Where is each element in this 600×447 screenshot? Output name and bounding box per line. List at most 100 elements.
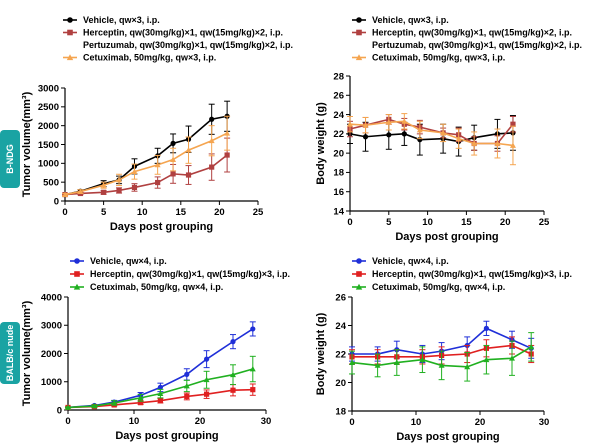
legend-label: Pertuzumab, qw(30mg/kg)×1, qw(15mg/kg)×2… bbox=[372, 40, 582, 50]
legend-label: Cetuximab, 50mg/kg, qw×3, i.p. bbox=[83, 53, 216, 63]
data-point bbox=[155, 179, 161, 186]
y-tick-label: 28 bbox=[333, 71, 344, 82]
data-point bbox=[116, 176, 123, 183]
y-tick-label: 2500 bbox=[38, 102, 59, 113]
legend-swatch-marker bbox=[73, 283, 81, 290]
data-point bbox=[483, 356, 490, 363]
series-line bbox=[349, 132, 514, 143]
data-point bbox=[362, 122, 369, 128]
x-tick-label: 5 bbox=[386, 217, 392, 228]
data-point bbox=[250, 387, 256, 393]
data-point bbox=[170, 171, 176, 177]
data-point bbox=[416, 127, 423, 133]
y-tick-label: 14 bbox=[333, 206, 344, 217]
data-point bbox=[204, 391, 210, 397]
legend-label: Vehicle, qw×4, i.p. bbox=[90, 256, 167, 266]
data-point bbox=[65, 404, 71, 410]
data-point bbox=[509, 355, 515, 361]
group-badge-balbc-label: BALB/c nude bbox=[5, 325, 15, 382]
x-axis-label: Days post grouping bbox=[395, 231, 498, 243]
data-point bbox=[528, 343, 535, 350]
y-tick-label: 20 bbox=[333, 148, 344, 159]
x-tick-label: 5 bbox=[101, 207, 107, 218]
y-tick-label: 26 bbox=[333, 91, 344, 102]
legend-label: Vehicle, qw×4, i.p. bbox=[372, 256, 449, 266]
data-point bbox=[464, 363, 471, 370]
y-tick-label: 26 bbox=[335, 292, 346, 303]
x-tick-label: 0 bbox=[347, 217, 352, 228]
legend-label: Herceptin, qw(30mg/kg)×1, qw(15mg/kg)×3,… bbox=[90, 269, 290, 279]
legend-label: Vehicle, qw×3, i.p. bbox=[83, 15, 160, 25]
data-point bbox=[438, 362, 445, 368]
data-point bbox=[131, 184, 138, 191]
data-point bbox=[204, 356, 210, 362]
data-point bbox=[393, 359, 400, 365]
series-2 bbox=[347, 113, 516, 166]
series-2 bbox=[65, 355, 256, 410]
legend-label: Vehicle, qw×3, i.p. bbox=[372, 15, 449, 25]
legend-swatch-marker bbox=[66, 54, 74, 61]
data-point bbox=[374, 362, 381, 368]
legend-label: Cetuximab, 50mg/kg, qw×4, i.p. bbox=[372, 282, 505, 292]
x-tick-label: 10 bbox=[411, 417, 422, 428]
data-point bbox=[170, 140, 176, 146]
y-axis-label: Tumor volume(mm³) bbox=[21, 300, 33, 406]
data-point bbox=[494, 140, 501, 146]
data-point bbox=[349, 359, 355, 365]
x-tick-label: 20 bbox=[214, 207, 225, 218]
legend-swatch-marker bbox=[67, 17, 73, 23]
x-tick-label: 10 bbox=[422, 217, 433, 228]
data-point bbox=[401, 118, 408, 124]
data-point bbox=[101, 189, 107, 195]
data-point bbox=[184, 371, 190, 378]
x-tick-label: 0 bbox=[349, 417, 354, 428]
data-point bbox=[157, 398, 163, 404]
x-tick-label: 25 bbox=[253, 207, 264, 218]
panel-bndg-tumor-volume: 0 500 1000 1500 2000 2500 3000 0 5 10 15 20 25 Days p… bbox=[21, 15, 293, 233]
data-point bbox=[509, 142, 516, 148]
legend-label: Herceptin, qw(30mg/kg)×1, qw(15mg/kg)×3,… bbox=[372, 269, 572, 279]
data-point bbox=[249, 366, 256, 372]
series-0 bbox=[62, 100, 231, 198]
y-axis-label: Body weight (g) bbox=[315, 102, 327, 185]
y-tick-label: 3000 bbox=[38, 83, 59, 94]
data-point bbox=[483, 325, 489, 331]
data-point bbox=[209, 164, 215, 170]
x-tick-label: 10 bbox=[129, 416, 140, 427]
data-point bbox=[185, 147, 192, 153]
x-axis-label: Days post grouping bbox=[115, 430, 218, 442]
y-tick-label: 16 bbox=[333, 187, 344, 198]
y-axis-label: Body weight (g) bbox=[315, 312, 327, 395]
legend: Vehicle, qw×4, i.p. Herceptin, qw(30mg/kg… bbox=[70, 256, 290, 292]
legend-swatch-marker bbox=[74, 271, 80, 277]
y-tick-label: 500 bbox=[43, 177, 59, 188]
x-tick-label: 10 bbox=[137, 207, 148, 218]
data-point bbox=[185, 172, 192, 178]
x-tick-label: 0 bbox=[65, 416, 70, 427]
legend: Vehicle, qw×4, i.p. Herceptin, qw(30mg/kg… bbox=[352, 256, 572, 292]
data-point bbox=[131, 168, 138, 175]
y-tick-label: 2000 bbox=[38, 121, 59, 132]
legend-label: Pertuzumab, qw(30mg/kg)×1, qw(15mg/kg)×2… bbox=[83, 40, 293, 50]
legend-label: Herceptin, qw(30mg/kg)×1, qw(15mg/kg)×2,… bbox=[372, 28, 572, 38]
data-point bbox=[347, 121, 353, 127]
legend-swatch-marker bbox=[355, 283, 363, 290]
group-badge-bndg: B-NDG bbox=[0, 130, 20, 188]
y-tick-label: 22 bbox=[333, 129, 344, 140]
data-point bbox=[116, 187, 122, 194]
y-tick-label: 3000 bbox=[41, 321, 62, 332]
data-point bbox=[510, 121, 516, 127]
data-point bbox=[157, 390, 164, 397]
series-2 bbox=[62, 115, 231, 197]
group-badge-bndg-label: B-NDG bbox=[5, 144, 15, 174]
series-line bbox=[64, 115, 228, 196]
data-point bbox=[230, 387, 236, 393]
data-point bbox=[170, 156, 177, 162]
data-point bbox=[154, 161, 161, 168]
legend: Vehicle, qw×3, i.p. Herceptin, qw(30mg/kg… bbox=[63, 15, 293, 63]
panel-bndg-body-weight: 14 16 18 20 22 24 26 28 0 5 10 15 20 25 Days post grou… bbox=[315, 15, 582, 243]
data-point bbox=[224, 152, 230, 158]
data-point bbox=[203, 376, 210, 383]
data-point bbox=[230, 339, 236, 345]
x-axis-label: Days post grouping bbox=[110, 221, 213, 233]
